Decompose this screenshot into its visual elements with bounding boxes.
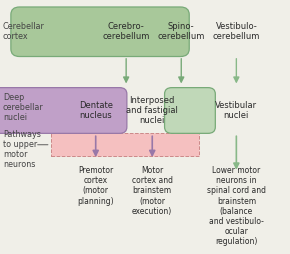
Text: Spino-
cerebellum: Spino- cerebellum: [157, 22, 205, 41]
FancyBboxPatch shape: [165, 88, 215, 133]
Text: Dentate
nucleus: Dentate nucleus: [79, 101, 113, 120]
Text: Cerebro-
cerebellum: Cerebro- cerebellum: [102, 22, 150, 41]
Text: Pathways
to upper
motor
neurons: Pathways to upper motor neurons: [3, 130, 41, 169]
Text: Lower motor
neurons in
spinal cord and
brainstem
(balance
and vestibulo-
ocular
: Lower motor neurons in spinal cord and b…: [207, 166, 266, 246]
Text: Motor
cortex and
brainstem
(motor
execution): Motor cortex and brainstem (motor execut…: [132, 166, 173, 216]
FancyBboxPatch shape: [11, 7, 189, 57]
Text: Cerebellar
cortex: Cerebellar cortex: [3, 22, 45, 41]
Text: Vestibulo-
cerebellum: Vestibulo- cerebellum: [213, 22, 260, 41]
Text: Premotor
cortex
(motor
planning): Premotor cortex (motor planning): [77, 166, 114, 205]
FancyBboxPatch shape: [51, 133, 199, 156]
Text: Interposed
and fastigial
nuclei: Interposed and fastigial nuclei: [126, 96, 178, 125]
Text: Deep
cerebellar
nuclei: Deep cerebellar nuclei: [3, 93, 44, 122]
Text: Vestibular
nuclei: Vestibular nuclei: [215, 101, 258, 120]
FancyBboxPatch shape: [0, 88, 127, 133]
